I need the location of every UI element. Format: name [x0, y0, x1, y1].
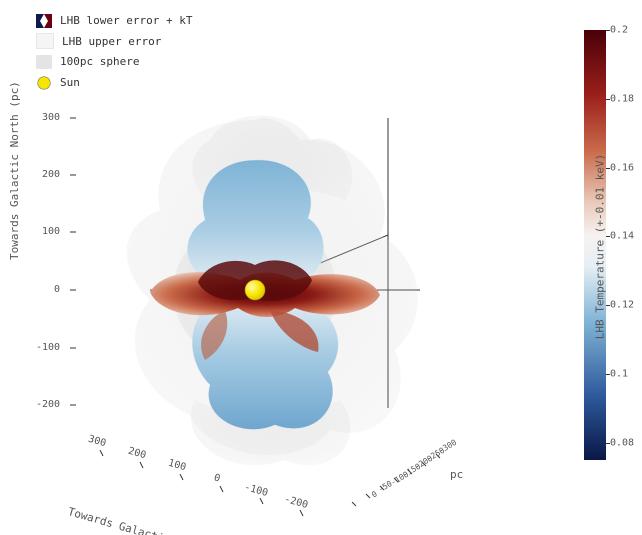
z-tick: 200	[42, 169, 60, 180]
figure-canvas: { "figure": { "width_px": 642, "height_p…	[0, 0, 642, 535]
colorbar-title: LHB Temperature (+-0.01 keV)	[594, 117, 607, 377]
colorbar-ticklabel: 0.16	[610, 163, 634, 174]
colorbar-ticklabel: 0.18	[610, 94, 634, 105]
y-axis-label: pc	[450, 468, 463, 481]
colorbar-ticklabel: 0.14	[610, 231, 634, 242]
z-tick: 0	[54, 284, 60, 295]
colorbar-ticklabel: 0.1	[610, 369, 628, 380]
colorbar-ticklabel: 0.2	[610, 25, 628, 36]
z-axis-label: Towards Galactic North (pc)	[8, 81, 21, 260]
z-tick: 300	[42, 112, 60, 123]
z-axis-ticks	[70, 118, 76, 405]
scene-3d[interactable]	[0, 0, 642, 535]
colorbar-ticklabel: 0.12	[610, 300, 634, 311]
z-tick: 100	[42, 226, 60, 237]
colorbar-ticklabel: 0.08	[610, 438, 634, 449]
z-tick: -200	[36, 399, 60, 410]
sun-marker	[245, 280, 265, 300]
z-tick: -100	[36, 342, 60, 353]
